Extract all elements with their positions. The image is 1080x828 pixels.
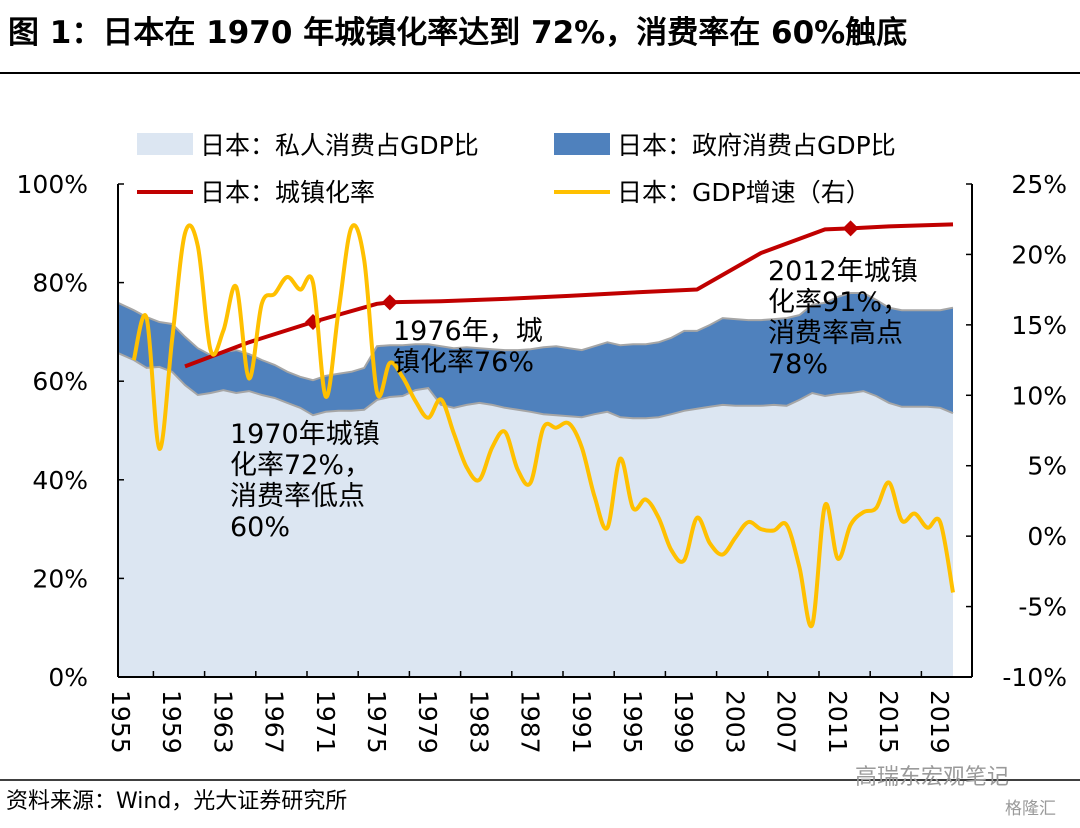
left-tick-label: 40% [32, 466, 88, 495]
left-tick-label: 100% [17, 170, 88, 199]
legend: 日本：私人消费占GDP比 日本：政府消费占GDP比 日本：城镇化率 日本：GDP… [137, 131, 896, 207]
plot-area [117, 220, 955, 677]
chart-title: 图 1：日本在 1970 年城镇化率达到 72%，消费率在 60%触底 [8, 15, 907, 51]
x-tick-label: 1967 [260, 690, 289, 754]
right-tick-label: -5% [1018, 593, 1067, 622]
x-tick-label: 1999 [669, 690, 698, 754]
watermark-gelonghui: 格隆汇 [1005, 799, 1056, 819]
annotation-2012: 2012年城镇 化率91%， 消费率高点 78% [768, 256, 926, 380]
watermark-wechat: 高瑞东宏观笔记 [855, 765, 1009, 790]
x-tick-label: 2003 [720, 690, 749, 754]
right-tick-label: 15% [1011, 311, 1067, 340]
right-tick-label: -10% [1002, 663, 1067, 692]
marker-urbanization-2012 [842, 220, 859, 237]
legend-label-government: 日本：政府消费占GDP比 [617, 131, 896, 160]
legend-swatch-private [137, 133, 193, 155]
x-tick-label: 1959 [157, 690, 186, 754]
x-tick-label: 2015 [874, 690, 903, 754]
x-tick-label: 1995 [618, 690, 647, 754]
x-tick-label: 1971 [311, 690, 340, 754]
line-gdp-growth [131, 223, 955, 629]
left-tick-label: 20% [32, 564, 88, 593]
right-tick-label: 10% [1011, 381, 1067, 410]
legend-label-urbanization: 日本：城镇化率 [200, 178, 375, 207]
x-tick-label: 1987 [516, 690, 545, 754]
legend-label-private: 日本：私人消费占GDP比 [200, 131, 479, 160]
source-note: 资料来源：Wind，光大证券研究所 [6, 789, 347, 814]
left-tick-label: 60% [32, 367, 88, 396]
annotation-1976: 1976年，城 镇化率76% [393, 316, 551, 378]
area-government-consumption [118, 293, 953, 419]
right-tick-label: 5% [1027, 452, 1067, 481]
right-tick-label: 0% [1027, 522, 1067, 551]
boundary-private [117, 352, 954, 420]
area-private-consumption [118, 353, 953, 677]
x-tick-label: 2011 [823, 690, 852, 754]
x-tick-label: 1963 [208, 690, 237, 754]
line-urbanization [184, 222, 954, 369]
x-tick-label: 2019 [925, 690, 954, 754]
left-tick-label: 0% [48, 663, 88, 692]
x-tick-label: 1979 [413, 690, 442, 754]
x-tick-label: 1991 [567, 690, 596, 754]
right-tick-label: 20% [1011, 240, 1067, 269]
x-tick-label: 1975 [362, 690, 391, 754]
x-tick-label: 2007 [772, 690, 801, 754]
left-tick-label: 80% [32, 269, 88, 298]
axes: 100% 80% 60% 40% 20% 0% 25% 20% 15% 10% 5% 0% -5% -10… [17, 170, 1067, 754]
boundary-total [117, 292, 954, 382]
legend-label-gdp: 日本：GDP增速（右） [617, 178, 871, 207]
right-tick-label: 25% [1011, 170, 1067, 199]
x-tick-label: 1983 [464, 690, 493, 754]
legend-swatch-government [554, 133, 610, 155]
annotation-1970: 1970年城镇 化率72%， 消费率低点 60% [230, 419, 388, 543]
x-tick-label: 1955 [106, 690, 135, 754]
marker-urbanization-1976 [381, 294, 398, 311]
